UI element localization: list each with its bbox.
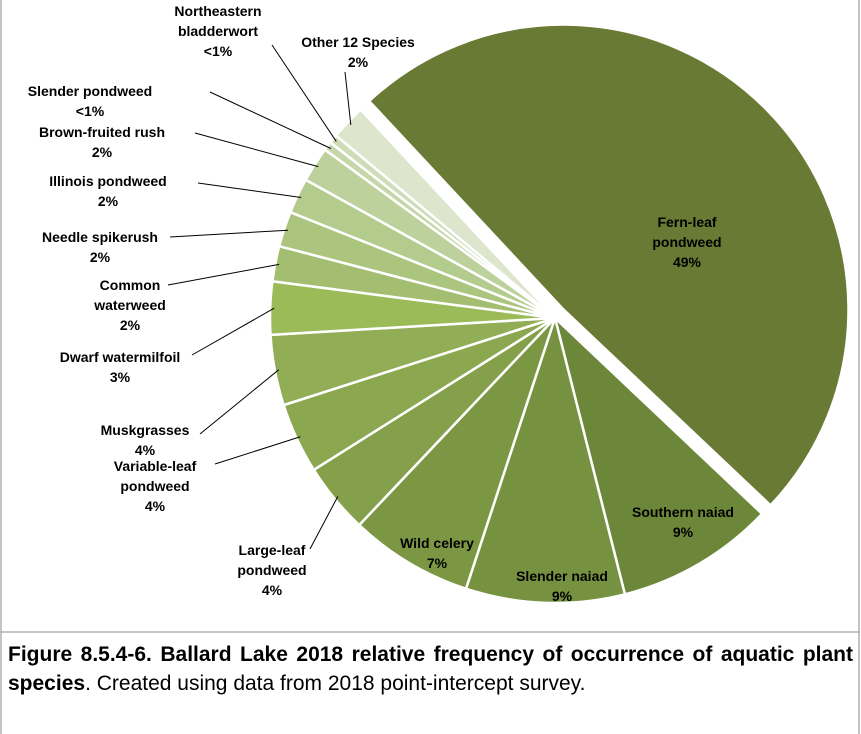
category-label: Large-leaf pondweed [237,542,307,578]
category-label: Other 12 Species [301,34,415,50]
pie-slice [357,317,557,591]
value-label: <1% [75,103,105,119]
value-label: 2% [347,54,369,70]
slice-label: Brown-fruited rush 2% [17,122,187,162]
slice-label: Slender pondweed <1% [5,81,175,121]
leader-line [194,132,319,168]
pie-slice [464,313,627,605]
slice-label: Slender naiad 9% [492,566,632,606]
value-label: 2% [119,317,141,333]
leader-line [344,71,352,125]
category-label: Muskgrasses [100,422,190,438]
slice-label: Southern naiad 9% [613,502,753,542]
category-label: Variable-leaf pondweed [113,458,197,494]
category-label: Common waterweed [94,277,166,313]
slice-label: Fern-leaf pondweed 49% [632,212,742,272]
slice-label: Dwarf watermilfoil 3% [45,347,195,387]
slice-label: Wild celery 7% [382,533,492,573]
chart-border [0,0,860,633]
slice-label: Other 12 Species 2% [278,32,438,72]
leader-line [191,307,275,356]
category-label: Slender naiad [516,568,608,584]
slice-label: Common waterweed 2% [75,275,185,335]
slice-label: Large-leaf pondweed 4% [222,540,322,600]
slice-label: Northeastern bladderwort <1% [158,1,278,61]
pie-slice [334,107,556,319]
value-label: 9% [551,588,573,604]
category-label: Brown-fruited rush [39,124,165,140]
category-label: Dwarf watermilfoil [59,349,181,365]
value-label: 2% [97,193,119,209]
leader-line [197,182,302,198]
category-label: Northeastern bladderwort [174,3,262,39]
caption-bold: Figure 8.5.4-6. Ballard Lake 2018 relati… [8,643,853,695]
slice-label: Illinois pondweed 2% [28,171,188,211]
value-label: <1% [203,43,233,59]
category-label: Slender pondweed [27,83,153,99]
leader-line [309,496,339,550]
value-label: 2% [89,249,111,265]
pie-slice [552,314,764,596]
value-label: 3% [109,369,131,385]
value-label: 49% [672,254,702,270]
slice-label: Needle spikerush 2% [25,227,175,267]
leader-line [169,229,289,238]
leader-line [209,91,332,149]
category-label: Needle spikerush [42,229,158,245]
value-label: 4% [144,498,166,514]
leader-line [167,263,280,286]
value-label: 9% [672,524,694,540]
value-label: 2% [91,144,113,160]
leader-line [214,436,301,465]
caption-text: . Created using data from 2018 point-int… [85,672,586,695]
leader-line [271,44,337,142]
pie-slice [367,23,850,508]
category-label: Fern-leaf pondweed [652,214,722,250]
caption-border [0,632,860,734]
slice-label: Muskgrasses 4% [85,420,205,460]
value-label: 4% [261,582,283,598]
category-label: Southern naiad [632,504,734,520]
leader-line [199,369,280,435]
value-label: 4% [134,442,156,458]
slice-label: Variable-leaf pondweed 4% [90,456,220,516]
category-label: Illinois pondweed [49,173,167,189]
caption: Figure 8.5.4-6. Ballard Lake 2018 relati… [8,640,853,698]
value-label: 7% [426,555,448,571]
category-label: Wild celery [400,535,474,551]
